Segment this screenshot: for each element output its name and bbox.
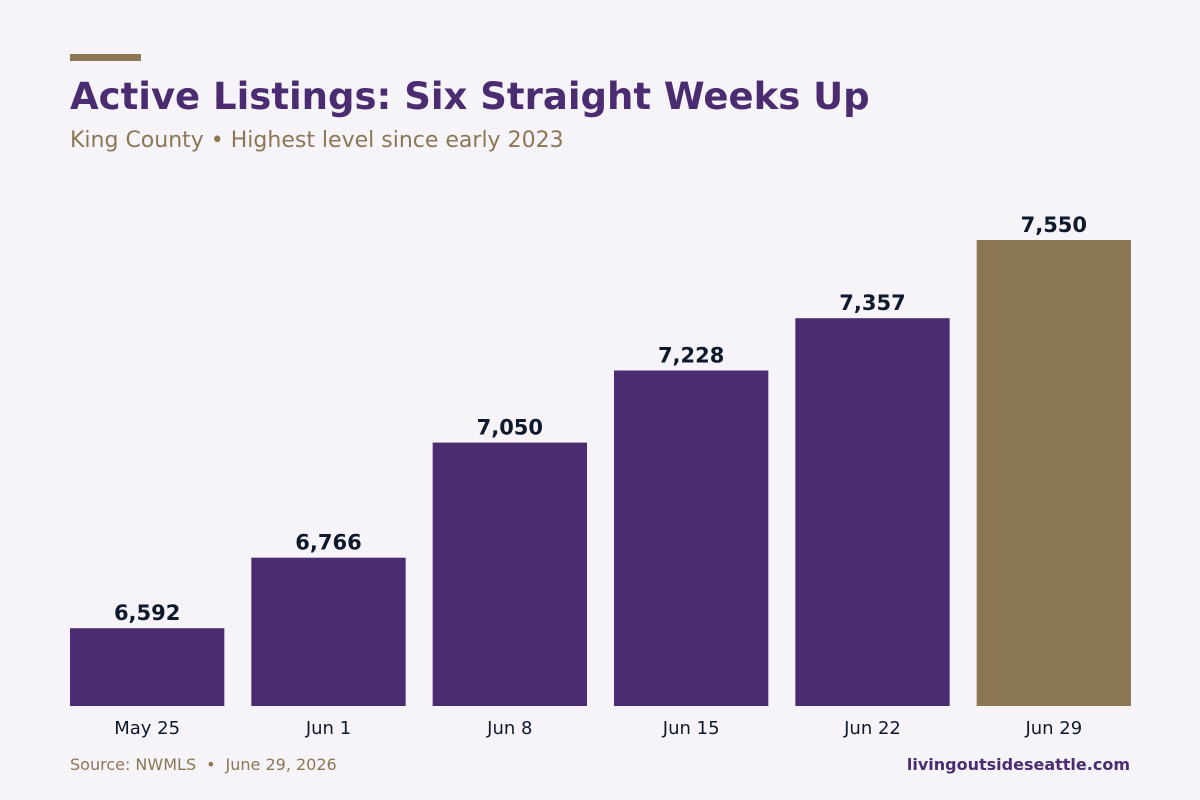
bar-jun-22	[795, 318, 950, 706]
x-tick-label: May 25	[114, 718, 180, 739]
title-accent-bar	[70, 54, 141, 61]
bar-value-label: 6,592	[114, 601, 180, 625]
footer-separator: •	[206, 755, 216, 774]
bar-jun-15	[614, 370, 769, 706]
bar-value-label: 7,228	[658, 343, 724, 367]
source-footer: Source: NWMLS • June 29, 2026	[70, 755, 337, 775]
chart-subtitle: King County • Highest level since early …	[70, 128, 564, 153]
chart-title: Active Listings: Six Straight Weeks Up	[70, 75, 870, 118]
x-tick-label: Jun 29	[1024, 718, 1082, 739]
source-text: Source: NWMLS	[70, 755, 197, 774]
bar-value-label: 7,357	[839, 291, 905, 315]
x-tick-label: Jun 15	[662, 718, 720, 739]
x-tick-label: Jun 1	[305, 718, 351, 739]
bar-may-25	[70, 628, 225, 706]
bar-value-label: 7,550	[1021, 213, 1087, 237]
bar-value-label: 7,050	[477, 416, 543, 440]
x-tick-label: Jun 8	[486, 718, 532, 739]
x-tick-label: Jun 22	[843, 718, 901, 739]
website-link[interactable]: livingoutsideseattle.com	[906, 755, 1130, 774]
bar-value-label: 6,766	[295, 531, 361, 555]
bar-jun-1	[251, 557, 406, 706]
bar-jun-8	[432, 442, 587, 706]
bar-jun-29	[976, 240, 1131, 706]
date-text: June 29, 2026	[225, 755, 337, 774]
